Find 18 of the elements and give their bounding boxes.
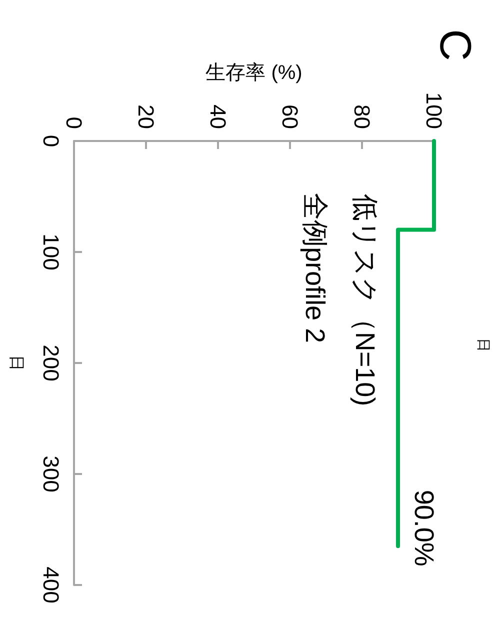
annotation: 全例profile 2: [300, 192, 330, 344]
text: C: [430, 29, 480, 61]
annotation: 低リスク（N=10): [350, 194, 380, 406]
text: 日: [476, 338, 492, 352]
x-tick-label: 100: [422, 92, 446, 129]
y-tick-label: 200: [38, 344, 64, 382]
y-tick-label: 300: [38, 456, 64, 492]
x-axis-title: 生存率 (%): [206, 62, 302, 84]
x-tick-label: 80: [350, 104, 374, 129]
annotation: 90.0%: [409, 490, 439, 566]
y-tick-label: 100: [38, 234, 64, 270]
y-tick-label: 0: [38, 134, 64, 148]
y-tick-label: 400: [38, 566, 64, 604]
x-tick-label: 60: [278, 104, 302, 129]
x-tick-label: 0: [62, 116, 86, 129]
x-tick-label: 20: [134, 104, 158, 129]
y-axis-title: 日: [8, 355, 24, 371]
x-tick-label: 40: [206, 104, 230, 129]
